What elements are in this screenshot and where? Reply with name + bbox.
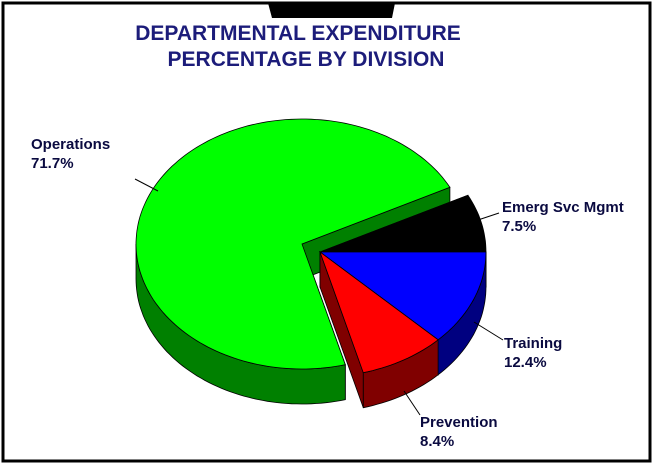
leader-line <box>477 212 500 221</box>
slice-label: Training <box>504 335 562 352</box>
leader-line <box>134 178 159 192</box>
value-label: 71.7% <box>31 155 74 172</box>
leader-line <box>473 321 504 341</box>
value-label: 8.4% <box>420 433 454 450</box>
slice-label: Prevention <box>420 414 498 431</box>
slice <box>135 118 451 370</box>
slice <box>319 250 439 374</box>
chart-title: PERCENTAGE BY DIVISION <box>168 48 445 71</box>
value-label: 12.4% <box>504 354 547 371</box>
leader-line <box>403 390 421 416</box>
top-tab <box>268 3 395 18</box>
slice-label: Operations <box>31 136 110 153</box>
labels: Emerg Svc Mgmt 7.5% Training 12.4% Preventio… <box>31 136 624 450</box>
pie <box>135 118 487 409</box>
slice-label: Emerg Svc Mgmt <box>502 199 624 216</box>
chart-title: DEPARTMENTAL EXPENDITURE <box>135 22 461 45</box>
slice <box>318 251 487 341</box>
slice <box>319 194 487 253</box>
value-label: 7.5% <box>502 218 536 235</box>
